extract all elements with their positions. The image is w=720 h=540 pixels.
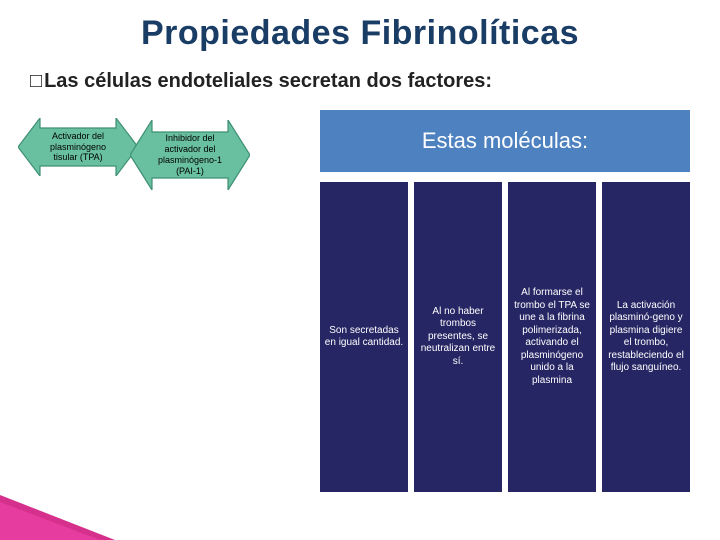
column-2: Al no haber trombos presentes, se neutra…: [414, 182, 502, 492]
arrow-tpa: Activador del plasminógeno tisular (TPA): [18, 118, 138, 176]
column-4: La activación plasminó-geno y plasmina d…: [602, 182, 690, 492]
column-3-text: Al formarse el trombo el TPA se une a la…: [512, 287, 592, 387]
corner-accent-inner-icon: [0, 502, 100, 540]
arrow-tpa-label: Activador del plasminógeno tisular (TPA): [42, 131, 115, 163]
molecules-header-text: Estas moléculas:: [422, 128, 588, 154]
column-1-text: Son secretadas en igual cantidad.: [324, 325, 404, 350]
arrow-pai1: Inhibidor del activador del plasminógeno…: [130, 120, 250, 190]
arrow-pai1-label: Inhibidor del activador del plasminógeno…: [154, 133, 227, 176]
molecules-columns: Son secretadas en igual cantidad. Al no …: [320, 182, 690, 492]
column-1: Son secretadas en igual cantidad.: [320, 182, 408, 492]
column-2-text: Al no haber trombos presentes, se neutra…: [418, 306, 498, 369]
page-title: Propiedades Fibrinolíticas: [0, 14, 720, 53]
column-4-text: La activación plasminó-geno y plasmina d…: [606, 300, 686, 375]
subtitle: □Las células endoteliales secretan dos f…: [30, 70, 690, 93]
bullet-icon: □: [30, 70, 42, 92]
column-3: Al formarse el trombo el TPA se une a la…: [508, 182, 596, 492]
molecules-header: Estas moléculas:: [320, 110, 690, 172]
subtitle-text: Las células endoteliales secretan dos fa…: [44, 70, 492, 92]
